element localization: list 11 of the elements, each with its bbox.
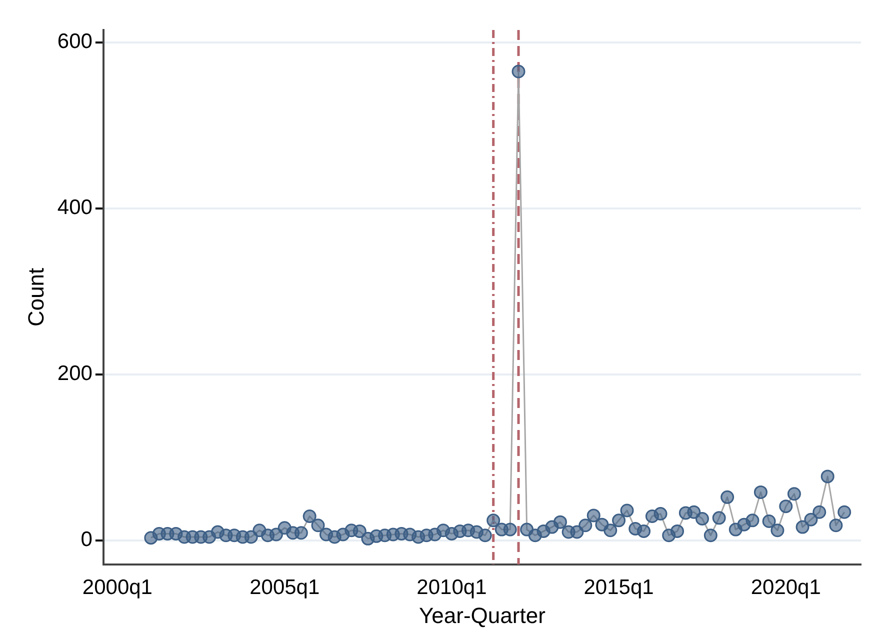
y-tick-label: 200 — [57, 362, 92, 386]
x-tick-label: 2005q1 — [250, 576, 320, 599]
x-tick-label: 2010q1 — [416, 576, 487, 599]
y-tick-label: 400 — [57, 196, 92, 220]
x-tick-label: 2020q1 — [750, 576, 821, 599]
x-axis-title: Year-Quarter — [419, 602, 546, 628]
x-tick-label: 2015q1 — [584, 576, 654, 599]
y-tick-label: 0 — [80, 528, 92, 552]
x-tick-label: 2000q1 — [82, 576, 152, 599]
y-tick-label: 600 — [57, 30, 92, 54]
y-axis-title: Count — [23, 268, 48, 327]
